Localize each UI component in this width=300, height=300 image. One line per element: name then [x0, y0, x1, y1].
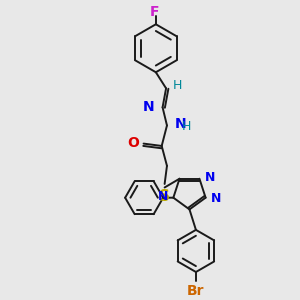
Text: F: F [150, 5, 159, 19]
Text: H: H [172, 80, 182, 92]
Text: N: N [204, 171, 215, 184]
Text: N: N [158, 190, 168, 203]
Text: N: N [211, 192, 221, 205]
Text: Br: Br [187, 284, 205, 298]
Text: O: O [127, 136, 139, 150]
Text: N: N [175, 117, 187, 131]
Text: N: N [143, 100, 154, 114]
Text: H: H [182, 120, 191, 133]
Text: S: S [158, 189, 169, 204]
